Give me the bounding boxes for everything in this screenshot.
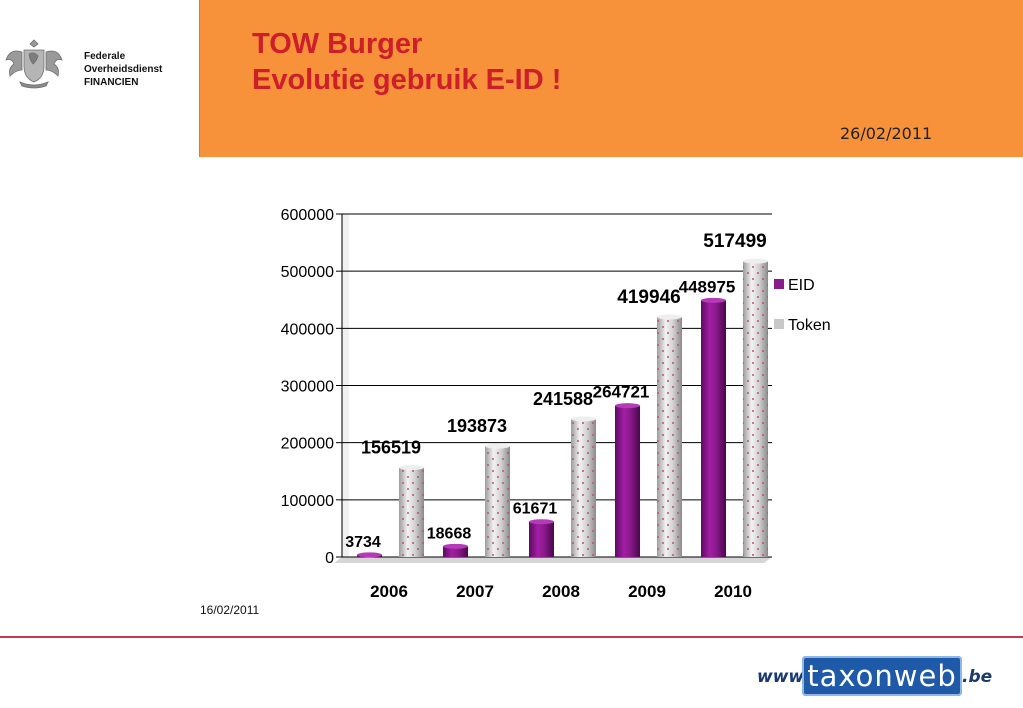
logo-prefix: www. [757,667,810,687]
eid-bar [701,300,726,557]
y-tick-label: 200000 [281,436,334,453]
legend-label: EID [788,277,815,294]
token-bar-cap [485,443,510,449]
legend-swatch [774,319,784,329]
chart-floor [334,557,772,563]
y-tick-label: 0 [325,550,334,567]
token-bar-pattern [743,261,768,557]
coat-of-arms-icon [5,39,63,89]
token-bar-cap [743,258,768,264]
data-label: 241588 [533,389,593,409]
agency-name: Federale Overheidsdienst FINANCIEN [84,50,162,89]
data-label: 517499 [703,231,766,252]
agency-line: Overheidsdienst [84,64,163,75]
eid-bar-cap [443,543,468,549]
logo-suffix: .be [962,667,993,687]
data-label: 448975 [679,277,736,296]
title-line-1: TOW Burger [252,28,423,60]
agency-line: Federale [84,51,126,62]
y-tick-label: 100000 [281,493,334,510]
y-tick-label: 500000 [281,264,334,281]
token-bar-cap [399,465,424,471]
taxonweb-logo [802,656,962,696]
token-bar-pattern [485,446,510,557]
data-label: 419946 [617,287,680,308]
slide-title: TOW Burger Evolutie gebruik E-ID ! [252,26,561,98]
footer-divider [0,636,1023,638]
y-tick-label: 300000 [281,379,334,396]
token-bar-pattern [399,467,424,557]
header-date: 26/02/2011 [840,124,933,143]
x-category-label: 2008 [542,582,580,601]
data-label: 264721 [593,383,650,402]
token-bar-cap [657,314,682,320]
legend-label: Token [788,317,831,334]
footer-date: 16/02/2011 [200,603,260,617]
token-bar-pattern [657,316,682,557]
eid-bar [615,405,640,557]
title-line-2: Evolutie gebruik E-ID ! [252,64,562,96]
data-label: 156519 [361,438,421,458]
y-tick-label: 400000 [281,321,334,338]
x-category-label: 2010 [714,582,752,601]
legend-swatch [774,279,784,289]
token-bar-cap [571,416,596,422]
data-label: 61671 [513,501,558,518]
logo-name: taxonweb [807,659,957,693]
x-category-label: 2007 [456,582,494,601]
eid-bar-cap [615,403,640,409]
token-bar-pattern [571,418,596,557]
x-category-label: 2009 [628,582,666,601]
data-label: 3734 [345,534,381,551]
data-label: 18668 [427,525,472,542]
eid-bar-cap [357,552,382,558]
eid-bar [529,521,554,557]
y-tick-label: 600000 [281,207,334,224]
eid-bar-cap [701,297,726,303]
data-label: 193873 [447,416,507,436]
x-category-label: 2006 [370,582,408,601]
agency-line: FINANCIEN [84,77,139,88]
eid-bar-cap [529,519,554,525]
eid-bar [443,546,468,557]
header-divider [199,0,200,157]
header-band [199,0,1023,157]
